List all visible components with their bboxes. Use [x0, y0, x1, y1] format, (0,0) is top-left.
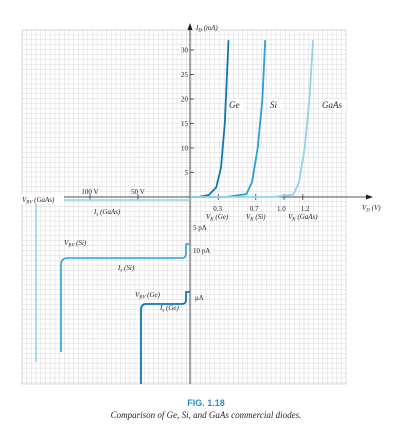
x-tick-label-0.3: 0.3: [213, 205, 222, 213]
x-tick-label-1.2: 1.2: [301, 205, 310, 213]
y-axis-label: ID (mA): [195, 24, 218, 34]
knee-voltage-label-si: VK (Si): [246, 213, 266, 223]
forward-curve-gaas: [189, 40, 314, 198]
breakdown-label-ge: VBV (Ge): [135, 291, 161, 301]
figure-caption: Comparison of Ge, Si, and GaAs commercia…: [110, 410, 302, 420]
series-label-gaas: GaAs: [322, 100, 342, 110]
chart-grid: [21, 29, 347, 385]
x-axis-arrow: [366, 194, 373, 200]
figure-number: FIG. 1.18: [187, 398, 225, 408]
x-axis-label: VD (V): [362, 204, 381, 214]
reverse-curve-si: [60, 243, 190, 352]
breakdown-label-bg-gaas: [20, 194, 64, 204]
x-tick-label-negative: 100 V: [81, 188, 98, 196]
y-axis-arrow: [187, 23, 193, 30]
y-tick-label: 5: [185, 169, 189, 177]
y-tick-label: 10: [181, 145, 189, 153]
reverse-current-label-si: Is (Si): [117, 264, 135, 274]
reverse-current-value-gaas: 5 pA: [193, 224, 207, 232]
y-tick-label: 20: [181, 96, 189, 104]
reverse-current-value-si: 10 pA: [193, 247, 210, 255]
y-tick-label: 30: [181, 47, 189, 55]
x-tick-label-1.0: 1.0: [277, 205, 286, 213]
y-tick-label: 25: [181, 71, 189, 79]
chart-labels: ID (mA) VD (V) 5 10 15 20 25 30 0.3 0.7 1.0 1.2 100 …: [20, 24, 381, 314]
x-tick-label-negative: 50 V: [131, 188, 145, 196]
knee-voltage-label-gaas: VK (GaAs): [288, 213, 318, 223]
y-tick-label: 15: [181, 120, 189, 128]
series-label-bg-gaas: [320, 99, 346, 110]
x-tick-label-0.7: 0.7: [250, 205, 259, 213]
reverse-curve-ge: [140, 291, 190, 384]
series-label-ge: Ge: [229, 100, 240, 110]
reverse-current-label-gaas: Is (GaAs): [93, 208, 121, 218]
series-label-bg-ge: [227, 99, 244, 110]
series-label-si: Si: [270, 100, 278, 110]
reverse-current-value-ge: μA: [195, 294, 204, 302]
breakdown-label-si: VBV (Si): [64, 239, 87, 249]
series-label-bg-si: [268, 99, 281, 110]
grid-background: [21, 29, 347, 385]
reverse-current-label-ge: Is (Ge): [159, 304, 180, 314]
knee-voltage-label-ge: VK (Ge): [206, 213, 229, 223]
breakdown-label-gaas: VBV (GaAs): [22, 196, 55, 206]
